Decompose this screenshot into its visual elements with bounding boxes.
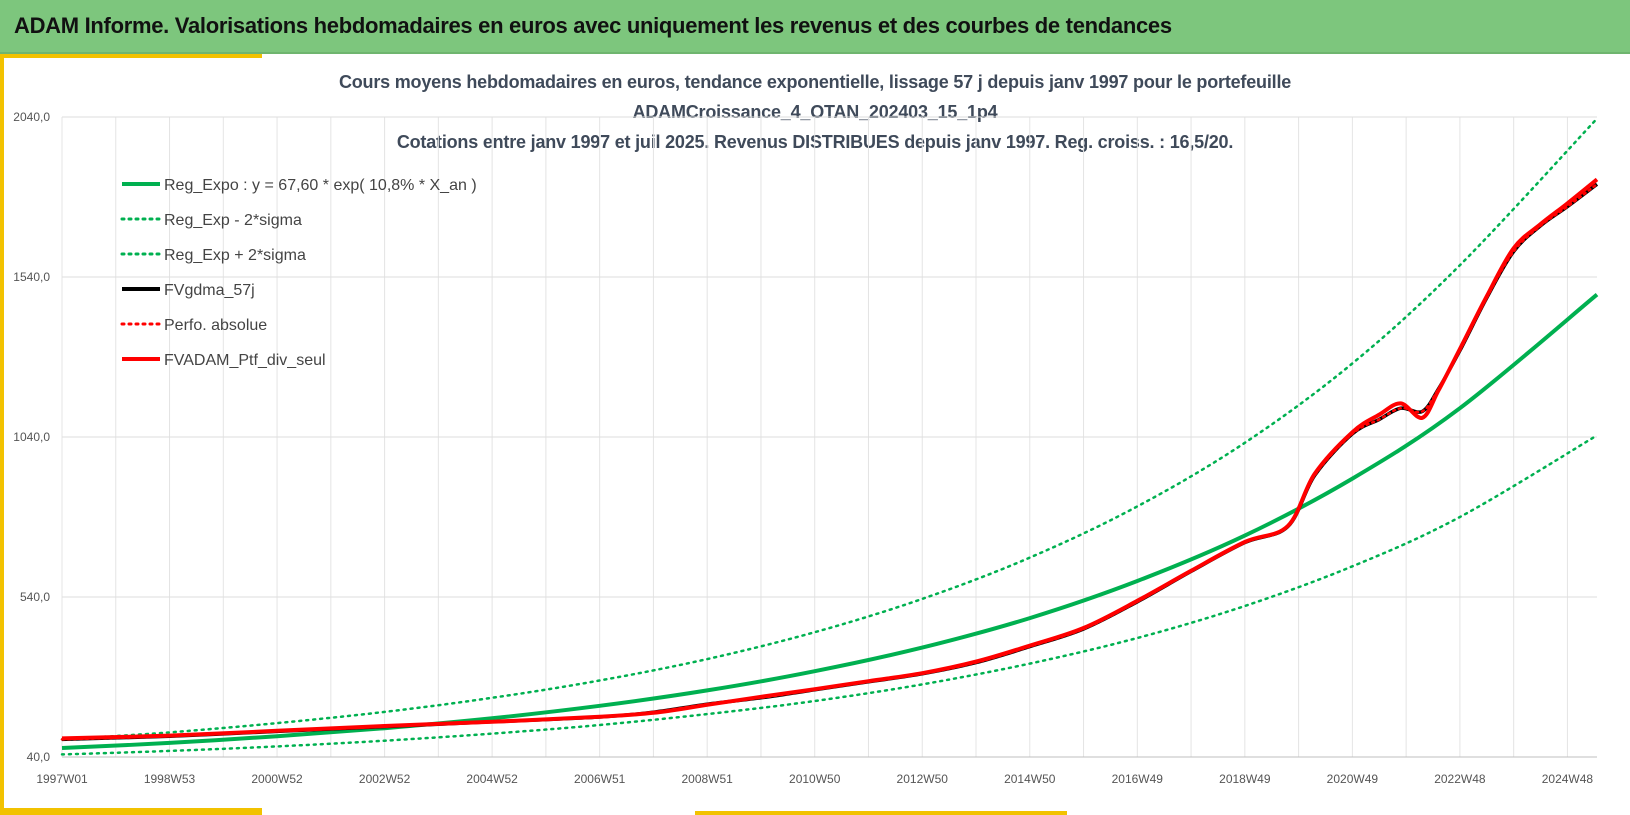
legend-label: Perfo. absolue: [164, 317, 267, 334]
x-tick-label: 2014W50: [1004, 772, 1056, 786]
x-tick-label: 2016W49: [1112, 772, 1164, 786]
x-tick-label: 2024W48: [1542, 772, 1594, 786]
x-tick-label: 2022W48: [1434, 772, 1486, 786]
x-tick-label: 2006W51: [574, 772, 626, 786]
accent-bar-bottom-middle: [695, 811, 1067, 815]
series-fvadam-ptf-div-seul-line: [61, 177, 1599, 741]
legend-label: Reg_Expo : y = 67,60 * exp( 10,8% * X_an…: [164, 177, 477, 194]
y-tick-label: 1540,0: [13, 270, 50, 284]
x-tick-label: 2000W52: [251, 772, 303, 786]
x-tick-label: 2012W50: [897, 772, 949, 786]
legend-label: FVgdma_57j: [164, 282, 255, 299]
series-reg-expo-line: [61, 293, 1599, 750]
x-tick-label: 2010W50: [789, 772, 841, 786]
x-tick-label: 1998W53: [144, 772, 196, 786]
y-tick-label: 40,0: [27, 750, 51, 764]
series-reg-exp-minus-2sigma-line: [60, 434, 1599, 756]
x-tick-label: 1997W01: [36, 772, 88, 786]
accent-bar-top-left: [0, 54, 262, 58]
chart-title-line-1: Cours moyens hebdomadaires en euros, ten…: [338, 72, 1292, 92]
x-tick-label: 2004W52: [466, 772, 518, 786]
accent-bar-bottom-left: [0, 808, 262, 815]
legend-label: Reg_Exp - 2*sigma: [164, 212, 302, 229]
legend-label: Reg_Exp + 2*sigma: [164, 247, 306, 264]
report-header: ADAM Informe. Valorisations hebdomadaire…: [0, 0, 1630, 54]
x-tick-label: 2020W49: [1327, 772, 1379, 786]
series-perfo-absolue-line: [60, 182, 1599, 741]
y-tick-label: 540,0: [20, 590, 50, 604]
x-tick-label: 2008W51: [681, 772, 733, 786]
x-tick-label: 2018W49: [1219, 772, 1271, 786]
series-fvgdma-57j-line: [61, 182, 1599, 742]
accent-bar-left: [0, 54, 4, 815]
y-tick-label: 2040,0: [13, 110, 50, 124]
series-reg-exp-plus-2sigma-line: [60, 117, 1599, 741]
report-title: ADAM Informe. Valorisations hebdomadaire…: [14, 13, 1172, 38]
y-tick-label: 1040,0: [13, 430, 50, 444]
x-tick-label: 2002W52: [359, 772, 411, 786]
legend-label: FVADAM_Ptf_div_seul: [164, 352, 326, 369]
